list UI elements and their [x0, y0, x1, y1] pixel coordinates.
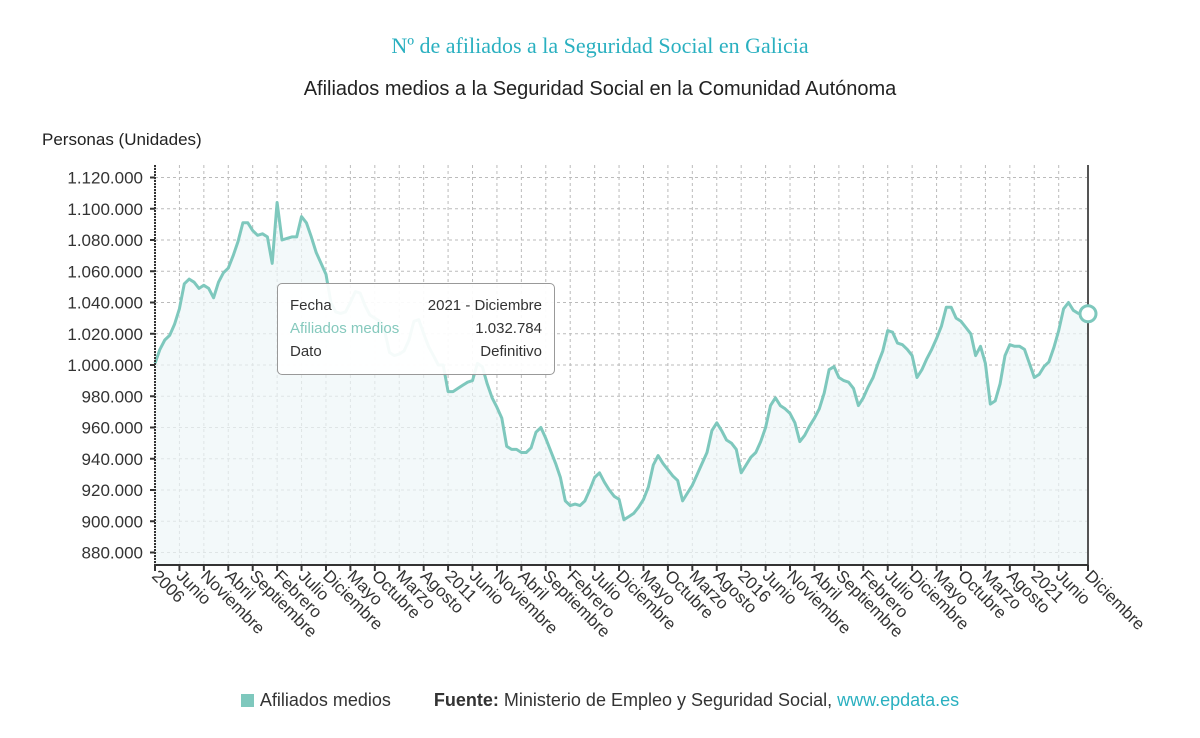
y-tick-label: 960.000	[82, 419, 143, 438]
tooltip-label: Fecha	[290, 297, 332, 314]
y-tick-label: 1.020.000	[67, 325, 143, 344]
y-tick-label: 920.000	[82, 481, 143, 500]
tooltip-value: 1.032.784	[475, 320, 542, 337]
y-axis-ticks: 880.000 900.000 920.000 940.000 960.000 980.0…	[67, 169, 155, 563]
series-line-afiliados-medios[interactable]	[153, 201, 1089, 522]
chart-subtitle: Afiliados medios a la Seguridad Social e…	[303, 78, 897, 100]
line-chart: 880.000 900.000 920.000 940.000 960.000 980.0…	[67, 165, 1149, 641]
x-tick-label: Diciembre	[1081, 566, 1149, 634]
tooltip-label: Afiliados medios	[290, 320, 400, 337]
x-axis-ticks: 2006JunioNoviembreAbrilSeptiembreFebrero…	[148, 565, 1149, 641]
legend-swatch-icon	[240, 694, 254, 707]
y-tick-label: 880.000	[82, 544, 143, 563]
y-tick-label: 1.000.000	[67, 356, 143, 375]
source-text: Ministerio de Empleo y Seguridad Social,	[498, 690, 838, 710]
y-axis-unit-label: Personas (Unidades)	[42, 130, 202, 149]
source-note: Fuente: Ministerio de Empleo y Seguridad…	[434, 690, 959, 710]
data-tooltip: Fecha 2021 - Diciembre Afiliados medios …	[277, 283, 555, 375]
legend: Afiliados medios Fuente: Ministerio de E…	[0, 690, 1200, 711]
y-tick-label: 1.040.000	[67, 294, 143, 313]
y-tick-label: 940.000	[82, 450, 143, 469]
tooltip-label: Dato	[290, 343, 322, 360]
legend-item-afiliados-medios[interactable]: Afiliados medios	[240, 690, 396, 710]
y-tick-label: 1.100.000	[67, 200, 143, 219]
source-label: Fuente:	[433, 690, 499, 710]
y-tick-label: 900.000	[82, 512, 143, 531]
legend-label: Afiliados medios	[259, 690, 391, 710]
tooltip-row-dato: Dato Definitivo	[290, 340, 542, 363]
series-area-fill	[155, 202, 1088, 565]
tooltip-value: Definitivo	[480, 343, 542, 360]
tooltip-row-fecha: Fecha 2021 - Diciembre	[290, 294, 542, 317]
tooltip-value: 2021 - Diciembre	[427, 297, 542, 314]
chart-title: Nº de afiliados a la Seguridad Social en…	[391, 33, 809, 58]
y-tick-label: 1.060.000	[67, 262, 143, 281]
y-tick-label: 1.080.000	[67, 231, 143, 250]
tooltip-row-series: Afiliados medios 1.032.784	[290, 317, 542, 340]
highlighted-data-point[interactable]	[1078, 304, 1098, 324]
y-tick-label: 1.120.000	[67, 169, 143, 188]
y-tick-label: 980.000	[82, 387, 143, 406]
source-link[interactable]: www.epdata.es	[837, 690, 960, 710]
